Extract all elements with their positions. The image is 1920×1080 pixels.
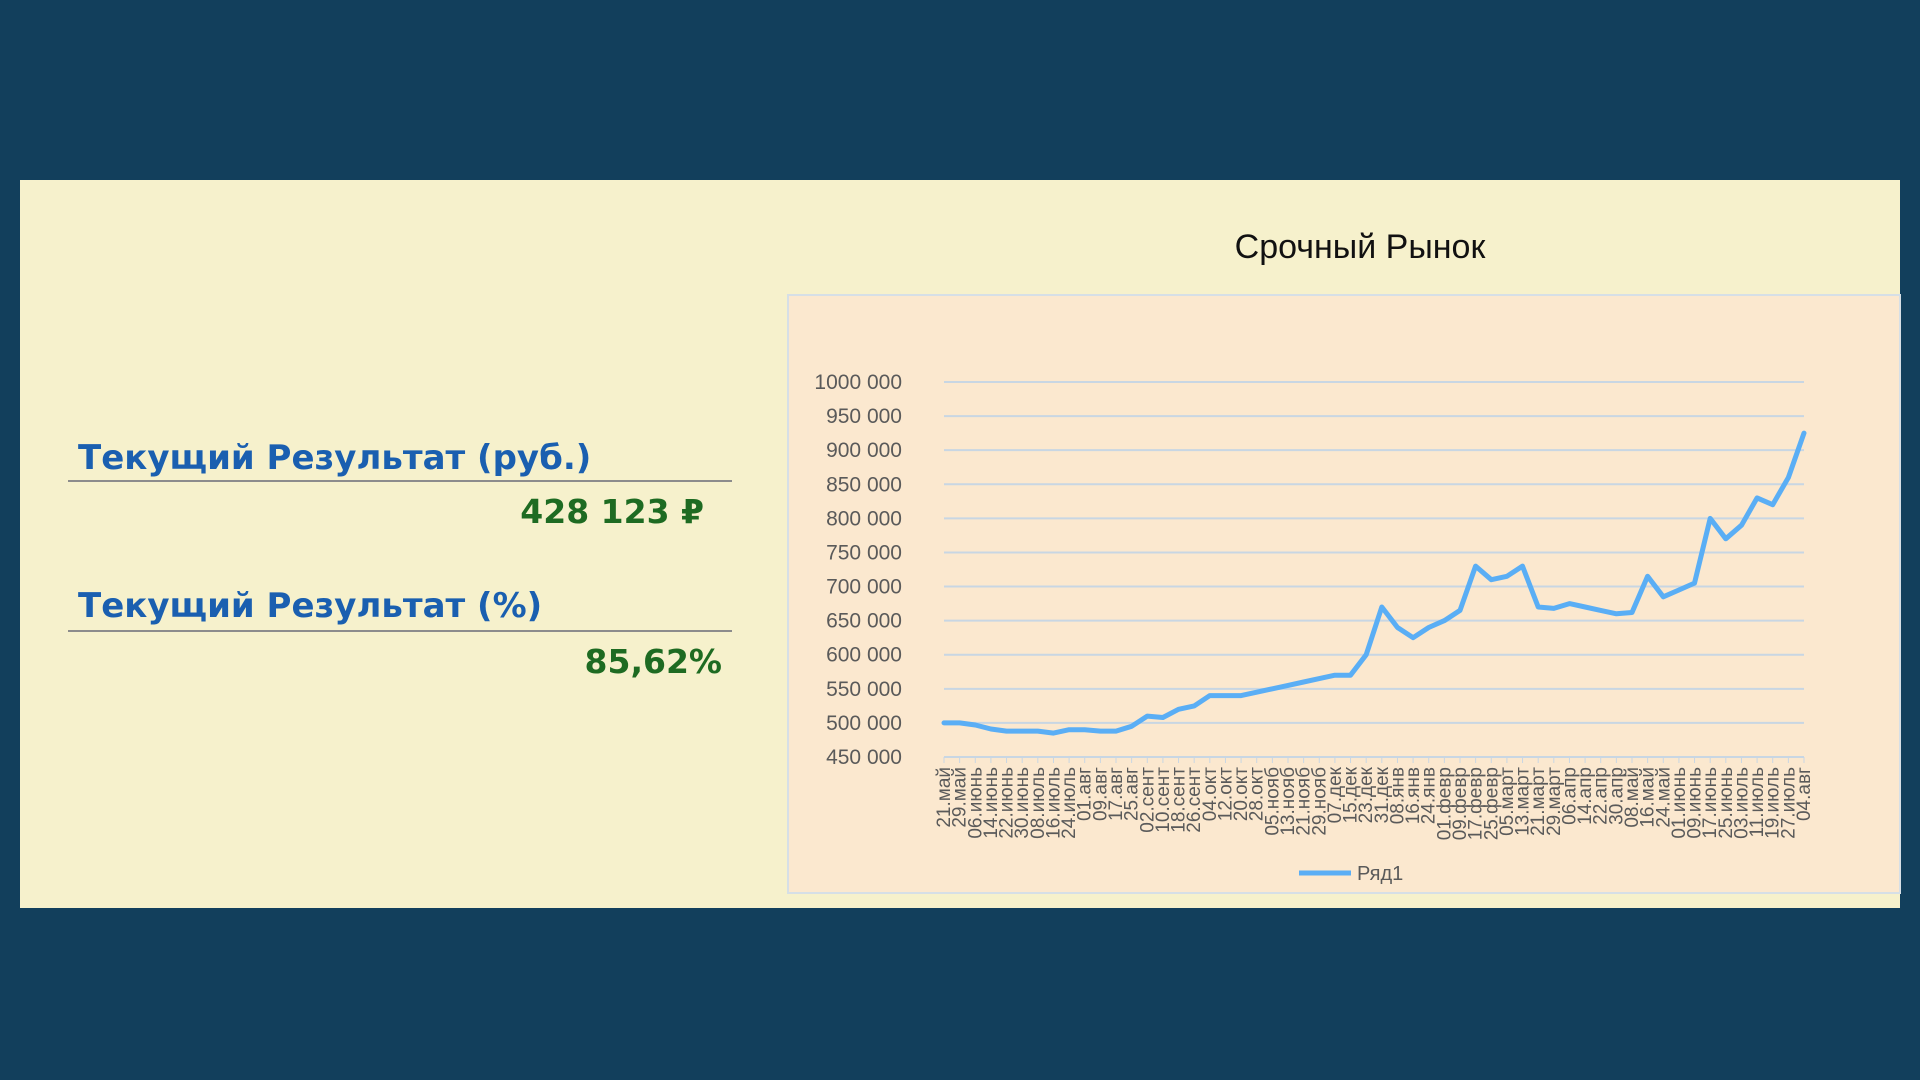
current-result-pct-label: Текущий Результат (%) [78,586,543,626]
x-tick-label: 24.янв [1419,767,1440,824]
divider-rub [68,480,732,482]
x-tick-label: 25.июнь [1716,767,1737,839]
x-tick-label: 07.дек [1325,766,1346,823]
y-tick-label: 500 000 [826,712,902,735]
x-tick-label: 20.окт [1231,767,1252,822]
x-tick-label: 22.апр [1591,767,1612,825]
legend-label: Ряд1 [1357,863,1403,885]
x-tick-label: 11.июль [1747,767,1768,838]
y-tick-label: 800 000 [826,507,902,530]
x-tick-label: 16.июль [1043,767,1064,839]
x-tick-label: 03.июль [1731,767,1752,839]
chart-plot-area: 1000 000 950 000 900 000 850 000 800 000 750 … [787,294,1901,894]
x-tick-label: 18.сент [1169,767,1190,833]
x-tick-label: 19.июль [1763,767,1784,839]
chart-title: Срочный Рынок [1234,228,1486,266]
x-tick-label: 04.авг [1794,767,1815,821]
x-tick-label: 29.май [950,767,971,828]
y-tick-label: 600 000 [826,644,902,667]
x-tick-label: 30.июнь [1012,767,1033,839]
x-tick-label: 17.июнь [1700,767,1721,839]
current-result-rub-value: 428 123 ₽ [520,492,704,531]
x-tick-label: 24.май [1653,767,1674,828]
x-tick-label: 05.март [1497,767,1518,836]
x-tick-label: 15.дек [1341,766,1362,823]
x-tick-label: 24.июль [1059,767,1080,839]
x-tick-label: 13.март [1513,767,1534,836]
x-tick-label: 08.май [1622,767,1643,828]
x-tick-label: 06.апр [1559,767,1580,825]
x-tick-label: 04.окт [1200,767,1221,822]
y-tick-label: 1000 000 [814,371,902,394]
y-tick-label: 650 000 [826,610,902,633]
x-tick-label: 17.авг [1106,767,1127,821]
current-result-pct-value: 85,62% [584,642,722,681]
divider-pct [68,630,732,632]
line-chart: 1000 000 950 000 900 000 850 000 800 000 750 … [814,371,1815,885]
x-tick-label: 08.янв [1387,767,1408,824]
x-tick-label: 06.июнь [965,767,986,839]
x-tick-label: 05.нояб [1262,767,1283,836]
x-tick-label: 14.июнь [981,767,1002,839]
x-tick-label: 21.март [1528,767,1549,836]
x-tick-label: 21.нояб [1294,767,1315,836]
x-tick-label: 14.апр [1575,767,1596,825]
x-tick-label: 22.июнь [997,767,1018,839]
current-result-rub-label: Текущий Результат (руб.) [78,438,592,478]
x-tick-label: 31.дек [1372,766,1393,823]
y-tick-label: 550 000 [826,678,902,701]
y-tick-label: 750 000 [826,541,902,564]
x-tick-label: 28.окт [1247,767,1268,822]
x-tick-label: 09.авг [1090,767,1111,821]
y-tick-label: 850 000 [826,473,902,496]
y-tick-label: 900 000 [826,439,902,462]
x-tick-label: 17.февр [1466,767,1487,840]
x-tick-label: 16.янв [1403,767,1424,824]
x-tick-label: 08.июль [1028,767,1049,839]
x-tick-label: 27.июль [1778,767,1799,839]
x-tick-label: 16.май [1638,767,1659,828]
x-tick-label: 29.март [1544,767,1565,836]
x-tick-label: 23.дек [1356,766,1377,823]
dashboard-panel: Текущий Результат (руб.) 428 123 ₽ Текущ… [20,180,1901,908]
x-tick-label: 12.окт [1215,767,1236,822]
x-tick-label: 10.сент [1153,767,1174,833]
x-tick-label: 01.авг [1075,767,1096,821]
x-tick-label: 01.июнь [1669,767,1690,839]
x-tick-label: 13.нояб [1278,767,1299,836]
x-tick-label: 25.февр [1481,767,1502,840]
x-tick-label: 25.авг [1122,767,1143,821]
y-tick-label: 700 000 [826,576,902,599]
x-tick-label: 30.апр [1606,767,1627,825]
x-tick-label: 02.сент [1137,767,1158,833]
x-tick-label: 01.февр [1434,767,1455,840]
x-tick-label: 26.сент [1184,767,1205,833]
x-tick-label: 29.нояб [1309,767,1330,836]
x-tick-label: 09.февр [1450,767,1471,840]
y-tick-label: 450 000 [826,746,902,769]
series-line-ryad1 [941,430,1807,736]
y-tick-label: 950 000 [826,405,902,428]
x-tick-label: 21.май [934,767,955,828]
x-tick-label: 09.июнь [1685,767,1706,839]
